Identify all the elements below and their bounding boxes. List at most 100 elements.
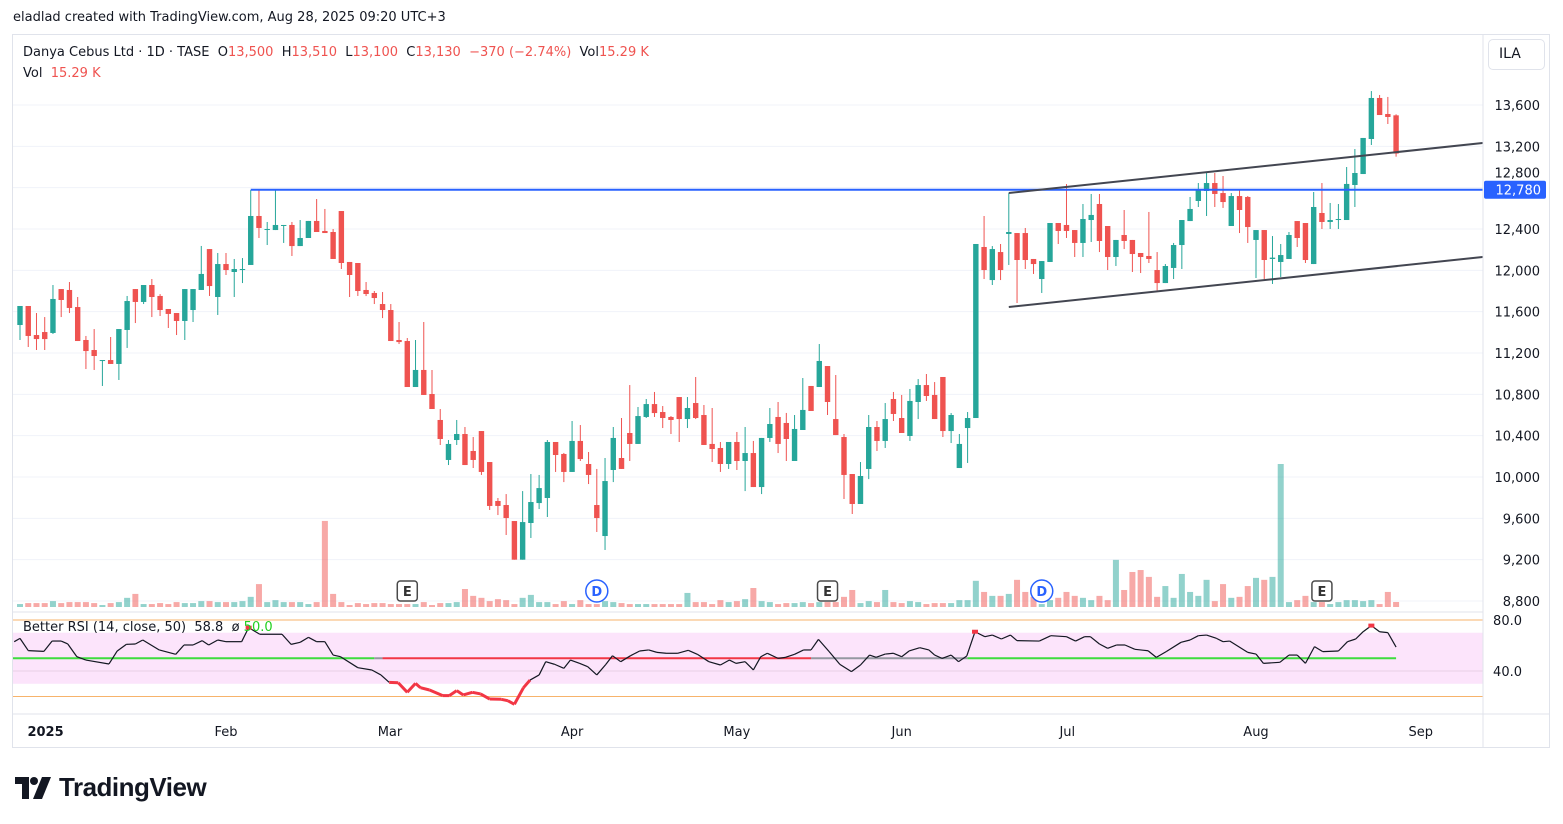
rsi-line-segment: [794, 649, 804, 655]
time-tick-label: May: [723, 725, 750, 740]
rsi-line-segment: [208, 639, 219, 646]
candle-body: [544, 441, 551, 498]
rsi-line-segment: [428, 688, 444, 697]
candle-body: [676, 397, 682, 420]
rsi-line-segment: [992, 634, 1002, 640]
candle-body: [833, 419, 839, 436]
candle-body: [948, 415, 954, 432]
channel-lower-line: [1008, 256, 1483, 309]
rsi-line-segment: [43, 640, 53, 652]
rsi-line-segment: [875, 653, 886, 658]
volume-bar: [824, 602, 831, 607]
currency-button[interactable]: ILA: [1488, 39, 1545, 70]
rsi-line-segment: [1222, 640, 1230, 643]
candle-body: [223, 264, 229, 271]
candle-body: [890, 398, 897, 414]
candle-body: [248, 215, 254, 265]
volume-bar: [717, 600, 724, 607]
volume-bar: [1360, 601, 1367, 607]
volume-bar: [396, 604, 403, 607]
tradingview-logo[interactable]: TradingView: [15, 772, 207, 803]
price-tick-label: 12,400: [1495, 223, 1541, 238]
rsi-line-segment: [587, 666, 598, 676]
rsi-line-segment: [397, 681, 409, 694]
candle-body: [17, 305, 23, 326]
candle-body: [379, 304, 386, 311]
candle-body: [973, 243, 979, 419]
volume-bar: [758, 601, 765, 607]
volume-bar: [964, 600, 971, 607]
volume-bar: [272, 600, 279, 607]
candle-body: [1096, 203, 1103, 241]
rsi-line-segment: [708, 661, 721, 666]
rsi-line-segment: [1216, 637, 1224, 643]
candle-body: [824, 366, 831, 402]
candle-body: [1385, 113, 1391, 117]
volume-bar: [841, 596, 847, 607]
volume-bar: [420, 602, 427, 607]
candle-body: [1088, 214, 1094, 221]
rsi-line-segment: [958, 655, 968, 663]
candle-body: [371, 292, 378, 299]
rsi-line-segment: [60, 640, 69, 645]
rsi-line-segment: [1314, 646, 1324, 653]
rsi-mid-value: 50.0: [243, 620, 273, 635]
volume-bar: [956, 600, 963, 607]
volume-bar: [659, 604, 666, 607]
chart-frame: [12, 34, 1550, 748]
volume-bar: [577, 600, 584, 607]
volume-bar: [17, 604, 23, 607]
volume-bar: [461, 589, 468, 607]
candle-body: [857, 475, 864, 504]
rsi-line-segment: [630, 650, 640, 657]
price-tick-label: 13,200: [1495, 140, 1541, 155]
volume-bar: [354, 603, 361, 607]
price-tick-label: 11,200: [1495, 347, 1541, 362]
volume-bar: [115, 602, 122, 607]
rsi-line-segment: [605, 655, 613, 665]
rsi-line-segment: [1189, 635, 1199, 641]
volume-bar: [321, 520, 328, 607]
rsi-tick-label: 40.0: [1493, 665, 1522, 680]
rsi-line-segment: [135, 639, 144, 645]
rsi-line-segment: [142, 639, 160, 651]
volume-bar: [1285, 602, 1292, 607]
volume-bar: [725, 602, 732, 607]
rsi-line-segment: [720, 659, 730, 666]
volume-bar: [503, 600, 510, 607]
candle-body: [767, 424, 773, 438]
rsi-line-segment: [570, 659, 580, 664]
candle-body: [758, 437, 765, 488]
rsi-line-segment: [1180, 639, 1191, 643]
candle-body: [1129, 239, 1136, 255]
volume-bar: [231, 602, 238, 607]
rsi-line-segment: [1165, 641, 1182, 653]
volume-bar: [1079, 597, 1086, 607]
volume-bar: [1137, 570, 1144, 607]
candle-body: [1220, 193, 1226, 203]
rsi-line-segment: [919, 647, 930, 651]
candle-body: [437, 419, 443, 439]
candle-body: [997, 252, 1004, 271]
rsi-symbol: ø: [231, 620, 240, 635]
candle-body: [99, 360, 106, 362]
volume-bar: [140, 604, 147, 607]
candle-body: [338, 211, 345, 264]
channel-upper-line: [1008, 142, 1483, 195]
volume-bar: [453, 602, 460, 607]
rsi-line-segment: [1075, 636, 1085, 642]
rsi-line-segment: [1107, 644, 1117, 649]
time-tick-label: Apr: [561, 725, 584, 740]
volume-bar: [536, 602, 543, 607]
earnings-marker: [816, 580, 839, 602]
rsi-line-segment: [371, 669, 382, 676]
volume-bar: [1178, 573, 1185, 607]
open-value: 13,500: [227, 45, 274, 60]
volume-bar: [1121, 589, 1128, 607]
candle-body: [462, 434, 468, 466]
volume-bar: [511, 604, 518, 607]
volume-bar: [1384, 591, 1391, 607]
dividend-marker: [585, 579, 609, 603]
price-tick-label: 10,400: [1495, 430, 1541, 445]
